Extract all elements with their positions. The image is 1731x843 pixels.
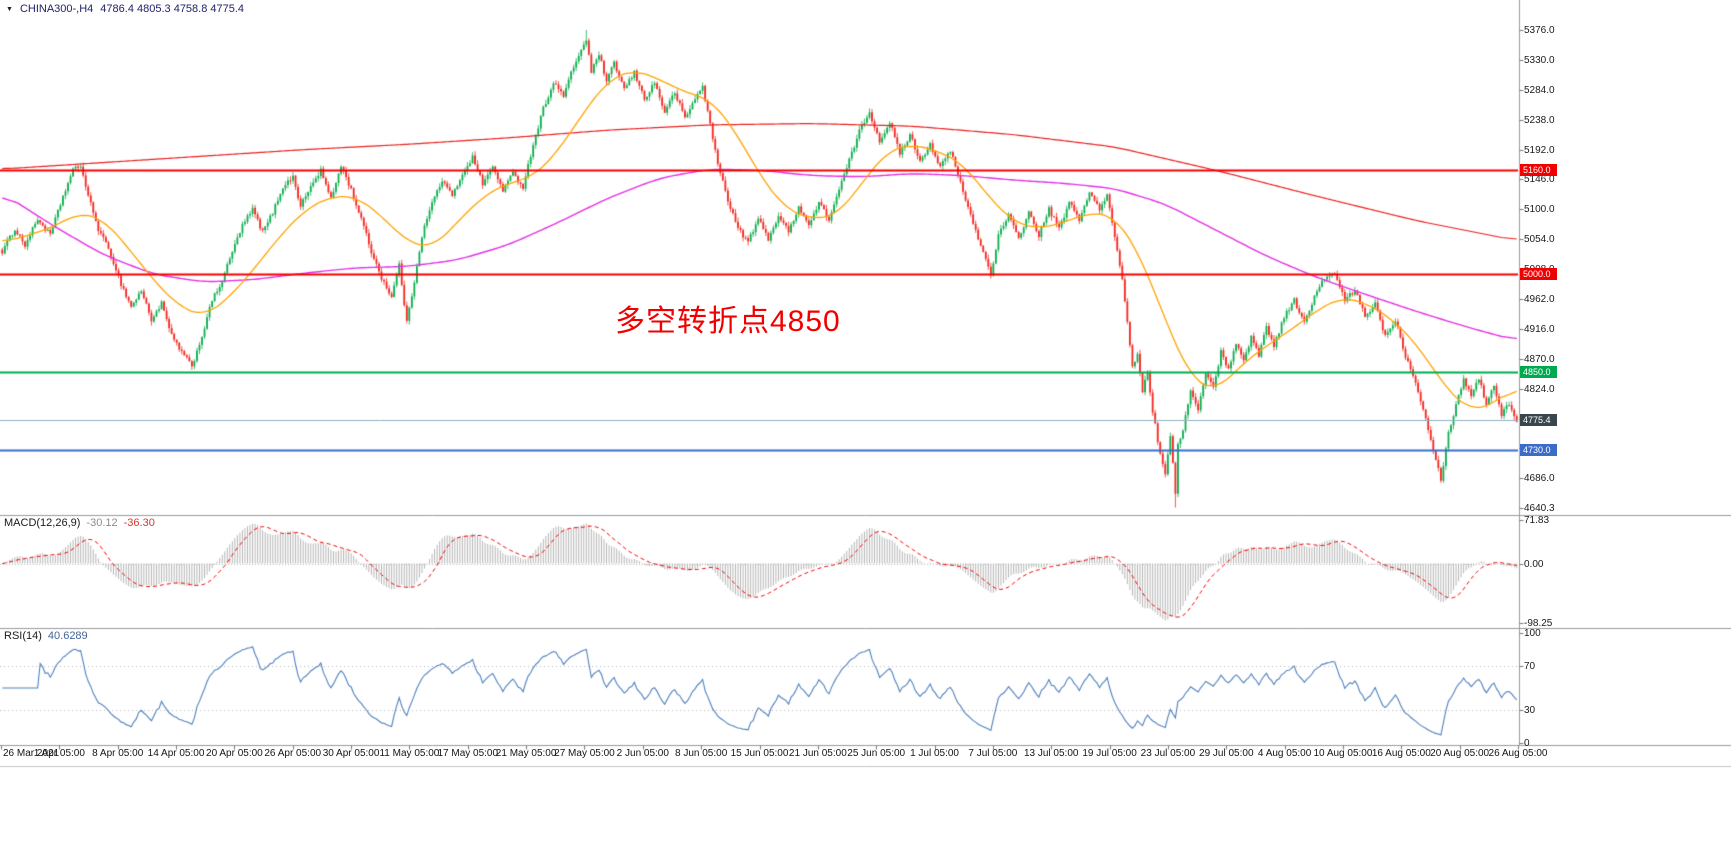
date-label: 15 Jun 05:00 <box>730 748 789 759</box>
price-axis-tick: 4962.0 <box>1524 293 1555 305</box>
date-label: 21 Jun 05:00 <box>788 748 847 759</box>
date-label: 23 Jul 05:00 <box>1140 748 1196 759</box>
price-axis-tick: 5054.0 <box>1524 234 1555 246</box>
macd-name: MACD(12,26,9) <box>4 517 81 529</box>
date-label: 1 Jul 05:00 <box>910 748 959 759</box>
date-label: 11 May 05:00 <box>379 748 440 759</box>
rsi-axis-tick: 0 <box>1524 738 1530 749</box>
price-level-tag: 4730.0 <box>1520 443 1557 456</box>
price-level-tag: 5160.0 <box>1520 164 1557 177</box>
price-level-tag: 4775.4 <box>1520 414 1557 427</box>
date-label: 8 Jun 05:00 <box>675 748 728 759</box>
date-label: 26 Mar 2021 <box>3 748 60 759</box>
chevron-down-icon[interactable]: ▼ <box>6 5 13 13</box>
time-axis: 26 Mar 2021 1 Apr 05:00 8 Apr 05:00 14 Apr … <box>0 748 1731 764</box>
rsi-axis-tick: 100 <box>1524 628 1541 639</box>
macd-axis-tick: 0.00 <box>1524 558 1544 570</box>
date-label: 16 Aug 05:00 <box>1371 748 1431 759</box>
date-label: 2 Jun 05:00 <box>616 748 669 759</box>
date-label: 30 Apr 05:00 <box>322 748 380 759</box>
date-label: 4 Aug 05:00 <box>1257 748 1312 759</box>
date-label: 13 Jul 05:00 <box>1023 748 1079 759</box>
date-label: 20 Apr 05:00 <box>206 748 263 759</box>
price-axis-tick: 4686.0 <box>1524 473 1555 485</box>
rsi-value: 40.6289 <box>47 630 88 642</box>
annotation-text: 多空转折点4850 <box>615 305 841 338</box>
date-label: 14 Apr 05:00 <box>147 748 205 759</box>
price-axis-tick: 4916.0 <box>1524 323 1555 335</box>
rsi-axis-tick: 30 <box>1524 705 1536 716</box>
date-label: 27 May 05:00 <box>554 748 615 759</box>
date-label: 20 Aug 05:00 <box>1430 748 1490 759</box>
date-label: 29 Jul 05:00 <box>1199 748 1254 759</box>
price-axis-tick: 5330.0 <box>1524 54 1555 66</box>
macd-axis-tick: 71.83 <box>1524 515 1550 526</box>
price-axis-tick: 4824.0 <box>1524 383 1555 395</box>
price-level-tag: 4850.0 <box>1520 365 1557 378</box>
rsi-name: RSI(14) <box>4 630 42 642</box>
date-label: 19 Jul 05:00 <box>1082 748 1137 759</box>
price-axis-tick: 5376.0 <box>1524 25 1555 36</box>
date-label: 8 Apr 05:00 <box>92 748 144 759</box>
macd-signal-value: -36.30 <box>123 517 155 529</box>
date-label: 21 May 05:00 <box>495 748 557 759</box>
rsi-axis-tick: 70 <box>1524 661 1536 672</box>
price-axis-tick: 5100.0 <box>1524 204 1555 216</box>
symbol-timeframe-label: CHINA300-,H4 <box>19 3 94 15</box>
macd-main-value: -30.12 <box>86 517 118 529</box>
macd-label: MACD(12,26,9) -30.12 -36.30 <box>4 517 155 529</box>
date-label: 26 Apr 05:00 <box>264 748 322 759</box>
date-label: 25 Jun 05:00 <box>847 748 906 759</box>
date-label: 17 May 05:00 <box>437 748 499 759</box>
ohlc-quote: 4786.4 4805.3 4758.8 4775.4 <box>100 3 245 15</box>
price-axis-tick: 5146.0 <box>1524 174 1555 186</box>
date-label: 1 Apr 05:00 <box>33 748 85 759</box>
price-axis-tick: 5284.0 <box>1524 84 1555 96</box>
date-label: 7 Jul 05:00 <box>968 748 1018 759</box>
date-label: 10 Aug 05:00 <box>1313 748 1373 759</box>
price-axis-tick: 5192.0 <box>1524 144 1555 156</box>
macd-axis-tick: -98.25 <box>1524 618 1553 629</box>
chart-header: ▼ CHINA300-,H4 4786.4 4805.3 4758.8 4775… <box>6 3 244 15</box>
price-axis-tick: 4640.3 <box>1524 503 1555 514</box>
price-axis-tick: 4870.0 <box>1524 353 1555 365</box>
price-axis-tick: 5238.0 <box>1524 114 1555 126</box>
price-level-tag: 5000.0 <box>1520 268 1557 281</box>
rsi-label: RSI(14) 40.6289 <box>4 630 88 642</box>
date-label: 26 Aug 05:00 <box>1488 748 1548 759</box>
